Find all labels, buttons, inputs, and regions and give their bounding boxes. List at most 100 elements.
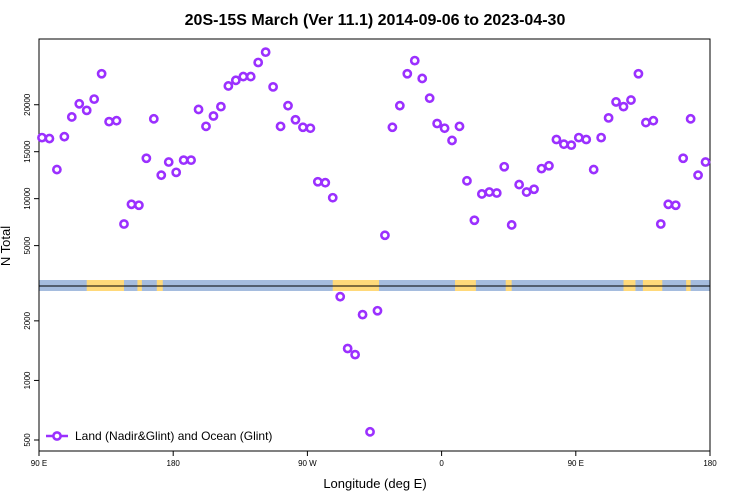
legend-marker xyxy=(52,431,62,441)
data-point xyxy=(648,115,659,126)
data-point xyxy=(432,118,443,129)
data-point xyxy=(566,140,577,151)
data-point xyxy=(685,113,696,124)
data-point xyxy=(551,134,562,145)
data-point xyxy=(439,123,450,134)
data-point xyxy=(678,153,689,164)
legend-label: Land (Nadir&Glint) and Ocean (Glint) xyxy=(75,429,272,443)
data-point xyxy=(245,71,256,82)
data-point xyxy=(171,167,182,178)
data-point xyxy=(111,115,122,126)
y-tick-label: 1000 xyxy=(23,371,32,389)
data-point xyxy=(119,219,129,229)
data-point xyxy=(335,291,346,302)
data-point xyxy=(342,343,353,354)
data-point xyxy=(700,157,711,167)
data-point xyxy=(37,132,47,143)
data-point xyxy=(655,219,666,229)
x-tick-label: 180 xyxy=(703,459,717,468)
y-tick-label: 20000 xyxy=(23,93,32,116)
x-tick-label: 180 xyxy=(167,459,181,468)
data-point xyxy=(529,184,539,195)
data-point xyxy=(476,189,487,199)
data-point xyxy=(126,199,137,210)
data-point xyxy=(96,68,107,79)
data-point xyxy=(298,122,308,133)
data-point xyxy=(514,179,525,190)
data-point xyxy=(380,230,390,241)
data-point xyxy=(208,111,219,121)
data-point xyxy=(141,153,152,164)
y-tick-label: 500 xyxy=(23,433,32,447)
x-tick-label: 0 xyxy=(439,459,444,468)
data-point xyxy=(558,139,569,150)
data-point xyxy=(193,104,204,115)
data-point xyxy=(350,349,361,360)
data-point xyxy=(469,215,480,226)
y-axis-ticks-lower: 500 1000 2000 xyxy=(23,311,39,447)
data-point xyxy=(134,200,144,211)
data-point xyxy=(581,134,592,145)
data-point xyxy=(223,81,234,91)
data-point xyxy=(626,95,636,105)
data-point xyxy=(74,98,85,109)
data-point xyxy=(44,133,55,144)
data-point xyxy=(521,187,532,197)
data-point xyxy=(275,121,286,132)
data-point xyxy=(491,188,502,198)
data-points xyxy=(37,47,711,437)
x-tick-label: 90 E xyxy=(31,459,47,468)
data-point xyxy=(670,200,681,211)
data-point xyxy=(81,105,92,116)
data-point xyxy=(186,155,196,166)
chart-title: 20S-15S March (Ver 11.1) 2014-09-06 to 2… xyxy=(185,12,566,29)
y-axis-label: N Total xyxy=(0,226,13,266)
data-point xyxy=(163,157,174,167)
data-point xyxy=(402,68,413,79)
data-point xyxy=(618,101,629,112)
data-point xyxy=(544,160,554,171)
data-point xyxy=(603,112,614,123)
data-point xyxy=(238,71,249,82)
data-point xyxy=(424,93,435,104)
data-point xyxy=(499,161,510,172)
data-point xyxy=(484,187,495,197)
data-point xyxy=(454,121,465,132)
data-point xyxy=(536,163,547,174)
data-point xyxy=(216,101,226,112)
upper-plot-frame xyxy=(38,38,711,287)
data-point xyxy=(372,305,383,316)
data-point xyxy=(283,100,293,111)
data-point xyxy=(417,73,428,84)
y-tick-label: 2000 xyxy=(23,311,32,329)
y-tick-label: 5000 xyxy=(23,236,32,254)
data-point xyxy=(394,100,405,111)
y-tick-label: 10000 xyxy=(23,187,32,210)
data-point xyxy=(51,164,62,175)
data-point xyxy=(447,135,457,146)
data-point xyxy=(596,132,607,143)
data-point xyxy=(506,220,517,230)
data-point xyxy=(268,81,279,92)
legend: Land (Nadir&Glint) and Ocean (Glint) xyxy=(46,429,272,443)
data-point xyxy=(327,192,338,203)
y-axis-ticks-upper: 5000 10000 15000 20000 xyxy=(23,93,39,255)
data-point xyxy=(104,116,114,127)
x-axis-ticks: 90 E 180 90 W 0 90 E 180 xyxy=(31,451,717,468)
data-point xyxy=(89,94,100,105)
data-point xyxy=(66,112,77,122)
data-point xyxy=(588,164,599,175)
data-point xyxy=(260,47,271,58)
data-point xyxy=(178,155,189,166)
data-point xyxy=(253,57,264,68)
data-point xyxy=(633,68,644,79)
data-point xyxy=(305,123,316,134)
y-tick-label: 15000 xyxy=(23,140,32,163)
data-point xyxy=(693,170,703,181)
lower-plot-frame xyxy=(38,285,711,452)
data-point xyxy=(387,122,398,133)
data-point xyxy=(663,199,674,210)
data-point xyxy=(409,55,420,66)
data-point xyxy=(230,75,241,86)
